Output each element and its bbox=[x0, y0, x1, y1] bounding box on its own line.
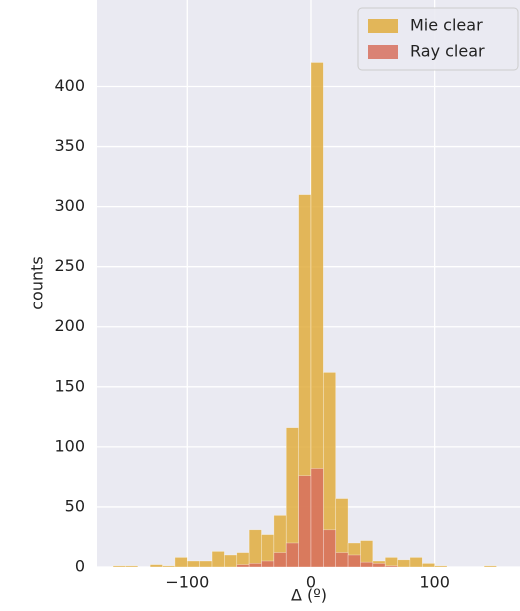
bar bbox=[409, 557, 423, 568]
legend-label: Ray clear bbox=[410, 42, 485, 61]
bar bbox=[347, 554, 361, 568]
bar bbox=[360, 561, 374, 568]
bar bbox=[261, 560, 275, 568]
bar bbox=[149, 564, 163, 568]
y-tick-label: 350 bbox=[54, 136, 85, 155]
bar bbox=[199, 560, 213, 568]
bar bbox=[236, 564, 250, 568]
bar bbox=[310, 468, 324, 568]
bar bbox=[186, 560, 200, 568]
bar bbox=[384, 565, 398, 568]
bar bbox=[125, 565, 139, 568]
bar bbox=[112, 565, 126, 568]
x-axis-label: Δ (º) bbox=[291, 586, 327, 605]
x-tick-label: 100 bbox=[419, 573, 450, 592]
bar bbox=[224, 554, 238, 568]
bar bbox=[397, 559, 411, 568]
x-tick-label: −100 bbox=[165, 573, 209, 592]
bar bbox=[483, 565, 497, 568]
legend-swatch bbox=[368, 19, 398, 33]
y-tick-label: 150 bbox=[54, 376, 85, 395]
bar bbox=[174, 557, 188, 568]
legend-swatch bbox=[368, 45, 398, 59]
bar bbox=[273, 552, 287, 568]
bar bbox=[211, 551, 225, 568]
y-tick-label: 250 bbox=[54, 256, 85, 275]
bar bbox=[162, 565, 176, 568]
bar bbox=[421, 563, 435, 568]
y-tick-label: 200 bbox=[54, 316, 85, 335]
y-axis-label: counts bbox=[28, 256, 47, 309]
bar bbox=[335, 552, 349, 568]
legend-label: Mie clear bbox=[410, 16, 483, 35]
y-tick-label: 0 bbox=[75, 557, 85, 576]
bar bbox=[372, 563, 386, 568]
bar bbox=[248, 529, 262, 568]
y-tick-label: 300 bbox=[54, 196, 85, 215]
bar bbox=[248, 563, 262, 568]
bar bbox=[323, 529, 337, 568]
y-tick-label: 100 bbox=[54, 436, 85, 455]
bar bbox=[434, 565, 448, 568]
bar bbox=[285, 542, 299, 568]
x-tick-label: 0 bbox=[306, 573, 316, 592]
bar bbox=[298, 475, 312, 568]
y-tick-label: 50 bbox=[65, 496, 85, 515]
y-tick-label: 400 bbox=[54, 76, 85, 95]
